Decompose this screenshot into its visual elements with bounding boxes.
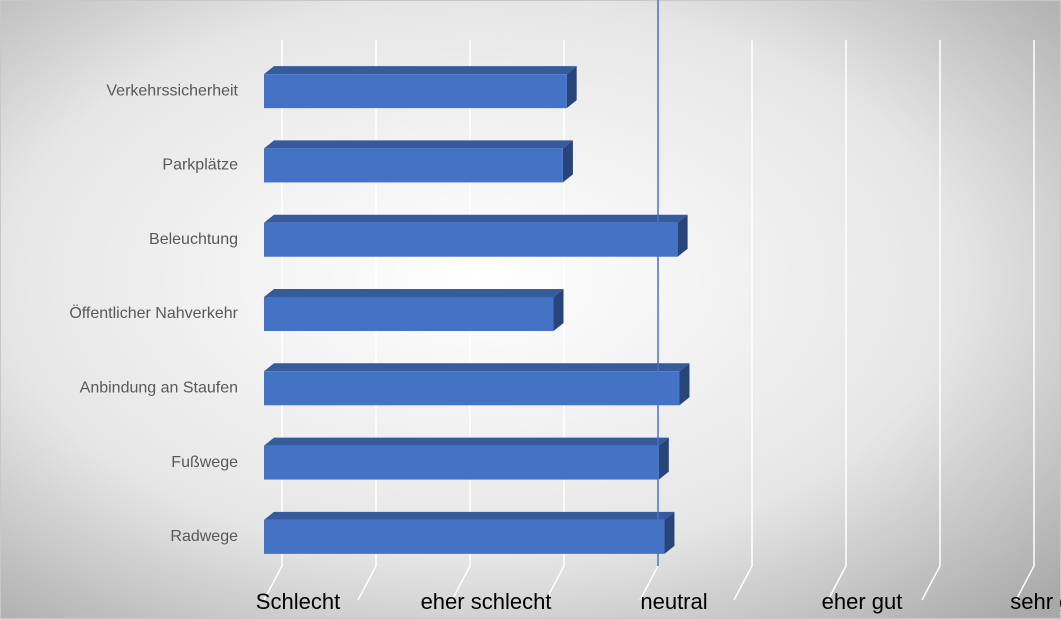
bar-side: [679, 363, 690, 406]
bar-front: [264, 297, 554, 331]
bar-top: [264, 437, 669, 446]
bar-side: [664, 511, 675, 554]
bar-side: [677, 214, 688, 257]
bar-top: [264, 214, 688, 223]
category-label: Verkehrssicherheit: [106, 82, 238, 99]
bar-side: [658, 437, 669, 480]
x-tick-label: neutral: [640, 589, 707, 614]
category-label: Beleuchtung: [149, 231, 238, 248]
bar: [264, 511, 675, 554]
bar: [264, 214, 688, 257]
x-tick-label: Schlecht: [256, 589, 340, 614]
bar: [264, 437, 669, 480]
bar: [264, 140, 573, 183]
grid-line: [1015, 40, 1035, 601]
x-tick-label: eher schlecht: [421, 589, 552, 614]
category-label: Öffentlicher Nahverkehr: [69, 304, 238, 322]
bar-top: [264, 66, 577, 75]
bar-top: [264, 363, 690, 372]
bar: [264, 289, 564, 331]
category-label: Anbindung an Staufen: [80, 380, 238, 397]
bar-top: [264, 511, 675, 520]
bar-front: [264, 148, 563, 183]
bar: [264, 363, 690, 406]
bar-side: [562, 140, 573, 183]
bar-front: [264, 519, 665, 554]
bar-side: [566, 66, 577, 109]
bar-front: [264, 74, 567, 109]
grid-line: [733, 40, 753, 601]
bar-front: [264, 222, 678, 257]
category-label: Fußwege: [171, 454, 238, 471]
grid-line: [921, 40, 941, 601]
bar-front: [264, 445, 659, 480]
bar: [264, 66, 577, 109]
category-label: Parkplätze: [162, 157, 238, 174]
bar-top: [264, 289, 564, 297]
category-label: Radwege: [170, 528, 238, 545]
bar-side: [553, 289, 564, 331]
bar-top: [264, 140, 573, 149]
x-tick-label: eher gut: [822, 589, 903, 614]
x-tick-label: sehr gut: [1010, 589, 1061, 614]
grid-line: [827, 40, 847, 601]
bar-front: [264, 371, 680, 406]
